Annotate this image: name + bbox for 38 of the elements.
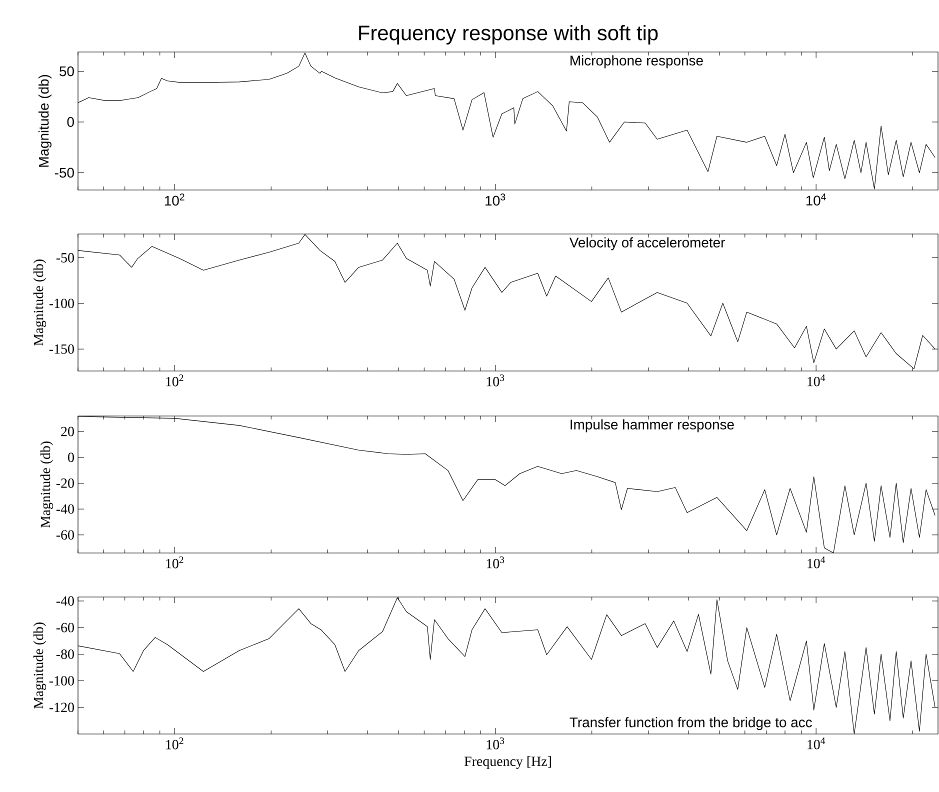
y-axis-title: Magnitude (db) (40, 442, 54, 528)
y-tick-label: -20 (56, 478, 74, 488)
x-axis-title: Frequency [Hz] (464, 756, 551, 769)
x-tick-label: 10$^{4}$ (808, 374, 826, 386)
x-tick-label: 10$^{2}$ (166, 556, 184, 568)
y-tick-label: -100 (49, 676, 74, 686)
y-tick-label: 0 (68, 452, 74, 462)
y-tick-label: -50 (56, 253, 74, 262)
annotation: Velocity of accelerometer (569, 237, 725, 250)
y-tick-label: 50 (60, 66, 74, 76)
y-tick-label: 0 (67, 117, 74, 127)
chart-title: Frequency response with soft tip (359, 24, 658, 44)
x-tick-label: 10$^{3}$ (486, 556, 504, 568)
annotation: Microphone response (570, 55, 703, 68)
annotation: Transfer function from the bridge to acc (570, 717, 812, 730)
x-tick-label: 10$^{4}$ (808, 556, 826, 568)
x-tick-label: 10$^{3}$ (486, 374, 504, 386)
x-tick-label: 10$^{3}$ (486, 738, 504, 750)
y-tick-label: -40 (56, 596, 74, 606)
y-axis-title: Magnitude (db) (33, 622, 46, 709)
y-tick-label: -50 (54, 168, 74, 178)
x-tick-label: 10$^{4}$ (808, 738, 826, 750)
y-tick-label: -80 (56, 649, 74, 659)
y-tick-label: -60 (56, 530, 74, 540)
x-tick-label: 10$^{2}$ (166, 738, 184, 750)
y-tick-label: -120 (49, 702, 74, 712)
x-tick-label: 10$^{2}$ (166, 374, 184, 386)
y-tick-label: -100 (49, 298, 74, 308)
y-tick-label: -60 (56, 622, 74, 632)
x-tick-label: 10$^{3}$ (486, 194, 506, 206)
x-tick-label: 10$^{4}$ (806, 194, 826, 206)
y-tick-label: -150 (49, 344, 74, 354)
y-axis-title: Magnitude (db) (33, 260, 46, 346)
y-tick-label: -40 (56, 504, 74, 514)
x-tick-label: 10$^{2}$ (164, 194, 184, 206)
y-tick-label: 20 (61, 426, 74, 436)
y-axis-title: Magnitude (db) (38, 74, 52, 167)
annotation: Impulse hammer response (570, 419, 734, 432)
